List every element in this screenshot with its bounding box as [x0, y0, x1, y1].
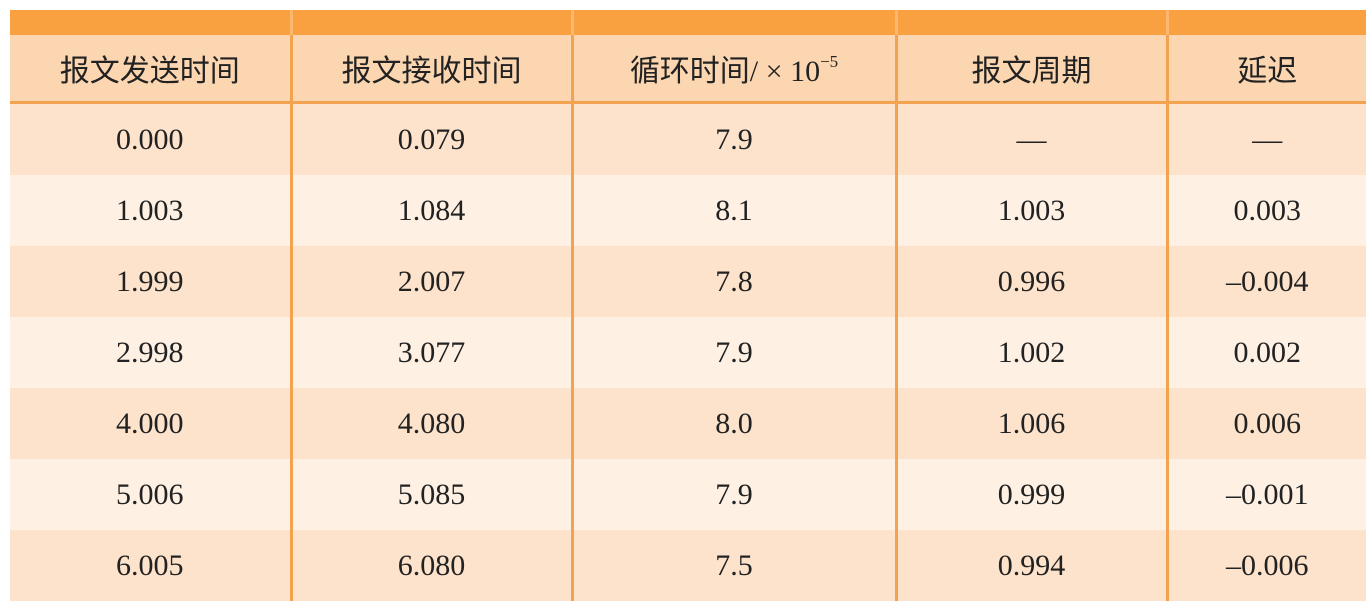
table-cell: 1.003 — [894, 175, 1167, 246]
table-cell: –0.004 — [1165, 246, 1366, 317]
header-cell: 报文接收时间 — [289, 35, 572, 104]
table-cell: 1.084 — [289, 175, 572, 246]
table-cell: 7.9 — [570, 102, 896, 175]
table-cell: 0.000 — [10, 102, 291, 175]
table-cell: 5.085 — [289, 459, 572, 530]
table-cell: 3.077 — [289, 317, 572, 388]
table-row: 5.006 5.085 7.9 0.999 –0.001 — [10, 459, 1366, 530]
table-row: 1.003 1.084 8.1 1.003 0.003 — [10, 175, 1366, 246]
table-cell: 4.080 — [289, 388, 572, 459]
table-cell: — — [1165, 102, 1366, 175]
table-cell: 1.006 — [894, 388, 1167, 459]
table-cell: — — [894, 102, 1167, 175]
data-table: 报文发送时间 报文接收时间 循环时间/ × 10−5 报文周期 延迟 0.000 0.07… — [10, 10, 1366, 601]
header-text: 循环时间/ × 10 — [629, 55, 821, 88]
table-cell: 6.005 — [10, 530, 291, 601]
table-cell: 2.998 — [10, 317, 291, 388]
header-exponent: −5 — [820, 52, 839, 71]
table-cell: 1.003 — [10, 175, 291, 246]
header-cell: 延迟 — [1165, 35, 1366, 104]
table-cell: 6.080 — [289, 530, 572, 601]
table-cell: 7.9 — [570, 459, 896, 530]
table-cell: 5.006 — [10, 459, 291, 530]
table-row: 6.005 6.080 7.5 0.994 –0.006 — [10, 530, 1366, 601]
table-cell: –0.006 — [1165, 530, 1366, 601]
header-cell: 循环时间/ × 10−5 — [570, 35, 896, 104]
table-cell: 0.999 — [894, 459, 1167, 530]
table-cell: 0.006 — [1165, 388, 1366, 459]
table-cell: 0.003 — [1165, 175, 1366, 246]
header-cell: 报文周期 — [894, 35, 1167, 104]
header-row: 报文发送时间 报文接收时间 循环时间/ × 10−5 报文周期 延迟 — [10, 35, 1366, 104]
table-row: 0.000 0.079 7.9— — — [10, 102, 1366, 175]
table-row: 2.998 3.077 7.9 1.002 0.002 — [10, 317, 1366, 388]
table-cell: 4.000 — [10, 388, 291, 459]
table-cell: 0.994 — [894, 530, 1167, 601]
top-bar — [10, 10, 1366, 35]
table-cell: 7.8 — [570, 246, 896, 317]
table-cell: 0.079 — [289, 102, 572, 175]
table-cell: 8.0 — [570, 388, 896, 459]
table-cell: 2.007 — [289, 246, 572, 317]
table-cell: 7.5 — [570, 530, 896, 601]
table-cell: –0.001 — [1165, 459, 1366, 530]
table-cell: 0.996 — [894, 246, 1167, 317]
table-cell: 0.002 — [1165, 317, 1366, 388]
table-row: 1.999 2.007 7.8 0.996 –0.004 — [10, 246, 1366, 317]
table-cell: 1.999 — [10, 246, 291, 317]
table-cell: 8.1 — [570, 175, 896, 246]
table-cell: 1.002 — [894, 317, 1167, 388]
table-body: 0.000 0.079 7.9— —1.003 1.084 8.1 1.003 0.003 1.… — [10, 102, 1366, 601]
table-row: 4.000 4.080 8.0 1.006 0.006 — [10, 388, 1366, 459]
table-cell: 7.9 — [570, 317, 896, 388]
header-cell: 报文发送时间 — [10, 35, 291, 104]
